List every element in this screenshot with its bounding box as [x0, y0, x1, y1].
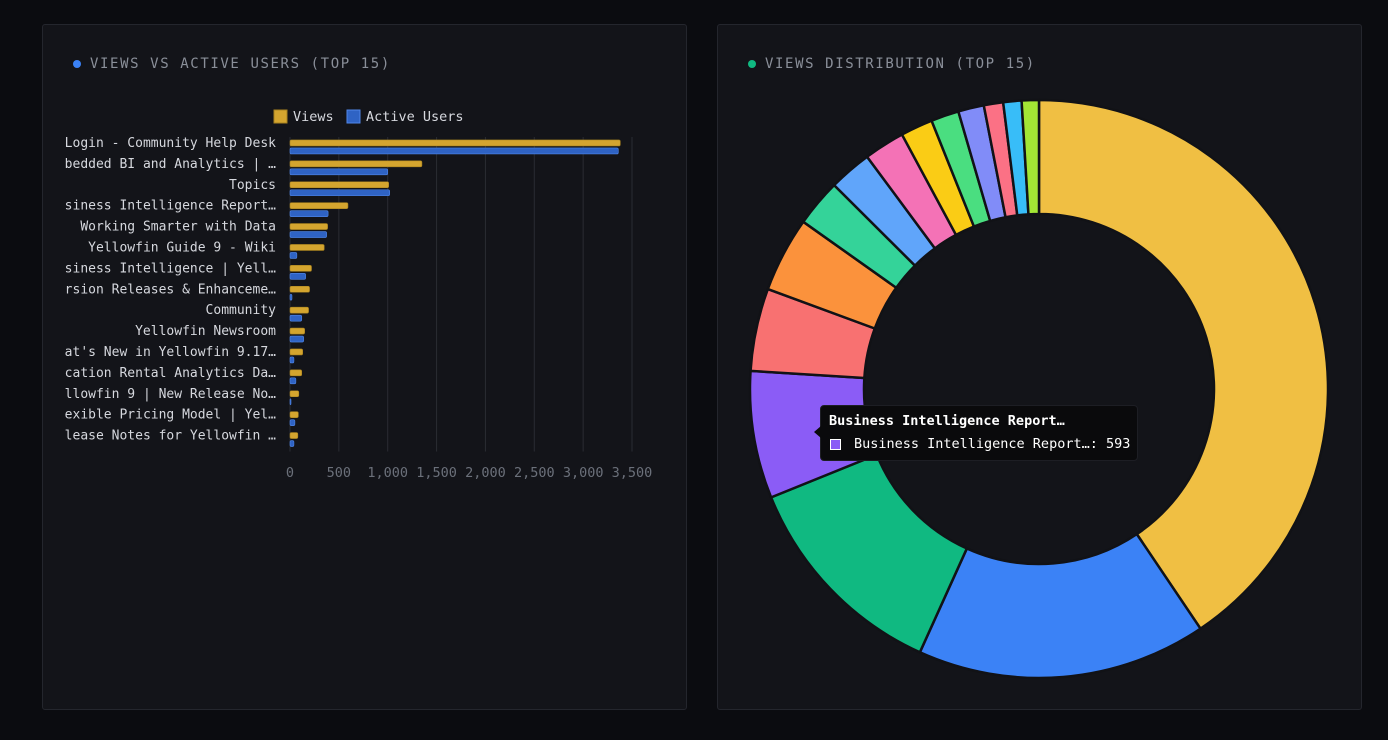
x-tick-label: 3,000 [563, 465, 604, 481]
bar-views[interactable] [289, 223, 328, 230]
y-category-label: Yellowfin Newsroom [135, 324, 276, 339]
legend-views-label[interactable]: Views [293, 109, 334, 125]
y-category-label: Login - Community Help Desk [65, 136, 276, 151]
y-category-label: rsion Releases & Enhanceme… [65, 282, 276, 297]
legend-active-users-label[interactable]: Active Users [366, 109, 464, 125]
bar-active-users[interactable] [289, 168, 389, 176]
donut-slice[interactable] [1037, 98, 1330, 630]
bar-views[interactable] [289, 369, 303, 377]
tooltip-title: Business Intelligence Report… [829, 413, 1065, 429]
bar-active-users[interactable] [289, 377, 297, 385]
x-tick-label: 3,500 [612, 465, 653, 481]
y-category-label: lease Notes for Yellowfin … [65, 429, 276, 444]
x-tick-label: 2,000 [465, 465, 506, 481]
bar-active-users[interactable] [289, 293, 293, 301]
bar-active-users[interactable] [289, 252, 298, 259]
donut-slice[interactable] [1020, 98, 1041, 216]
donut-tooltip: Business Intelligence Report… Business I… [813, 405, 1139, 461]
bar-active-users[interactable] [289, 273, 306, 280]
bar-views[interactable] [289, 327, 305, 335]
x-tick-label: 0 [286, 465, 294, 481]
legend-views-swatch[interactable] [273, 109, 288, 124]
y-category-label: bedded BI and Analytics | … [65, 157, 276, 172]
bar-active-users[interactable] [289, 398, 292, 406]
bar-views[interactable] [289, 139, 621, 147]
bar-views[interactable] [289, 432, 299, 439]
bar-active-users[interactable] [289, 440, 295, 447]
y-category-label: siness Intelligence Report… [65, 199, 276, 214]
bar-views[interactable] [289, 285, 310, 293]
x-tick-label: 1,500 [416, 465, 457, 481]
bar-views[interactable] [289, 390, 300, 398]
bar-active-users[interactable] [289, 419, 296, 426]
tooltip-value: Business Intelligence Report…: 593 [854, 436, 1131, 452]
y-category-label: exible Pricing Model | Yel… [65, 408, 276, 423]
y-category-label: Community [206, 303, 277, 318]
bar-active-users[interactable] [289, 335, 304, 343]
bar-active-users[interactable] [289, 314, 303, 322]
y-category-label: llowfin 9 | New Release No… [65, 387, 276, 402]
tooltip-row: Business Intelligence Report…: 593 [829, 436, 1130, 452]
bar-views[interactable] [289, 160, 423, 168]
bar-active-users[interactable] [289, 147, 619, 155]
x-tick-label: 500 [327, 465, 351, 481]
bar-views[interactable] [289, 181, 389, 189]
right-panel-title-text: VIEWS DISTRIBUTION (TOP 15) [765, 56, 1036, 72]
x-tick-label: 1,000 [367, 465, 408, 481]
left-panel-title-text: VIEWS VS ACTIVE USERS (TOP 15) [90, 56, 391, 72]
left-panel-title: VIEWS VS ACTIVE USERS (TOP 15) [73, 56, 391, 72]
x-tick-label: 2,500 [514, 465, 555, 481]
bar-views[interactable] [289, 202, 349, 209]
y-category-label: Yellowfin Guide 9 - Wiki [88, 240, 276, 255]
y-category-label: siness Intelligence | Yell… [65, 261, 276, 276]
y-category-label: Topics [229, 178, 276, 193]
bar-views[interactable] [289, 411, 299, 418]
bar-views[interactable] [289, 265, 312, 272]
y-category-label: cation Rental Analytics Da… [65, 366, 276, 381]
y-category-label: at's New in Yellowfin 9.17… [65, 345, 276, 360]
bar-views[interactable] [289, 244, 325, 251]
views-vs-active-users-panel: VIEWS VS ACTIVE USERS (TOP 15) [42, 24, 687, 710]
bar-active-users[interactable] [289, 189, 390, 197]
legend-active-users-swatch[interactable] [346, 109, 361, 124]
bar-views[interactable] [289, 306, 309, 314]
right-title-dot-icon [748, 60, 756, 68]
bar-active-users[interactable] [289, 210, 329, 217]
right-panel-title: VIEWS DISTRIBUTION (TOP 15) [748, 56, 1036, 72]
y-category-label: Working Smarter with Data [80, 220, 276, 235]
bar-views[interactable] [289, 348, 304, 356]
tooltip-swatch-icon [830, 438, 841, 450]
left-title-dot-icon [73, 60, 81, 68]
bar-active-users[interactable] [289, 231, 327, 238]
bar-active-users[interactable] [289, 356, 295, 364]
